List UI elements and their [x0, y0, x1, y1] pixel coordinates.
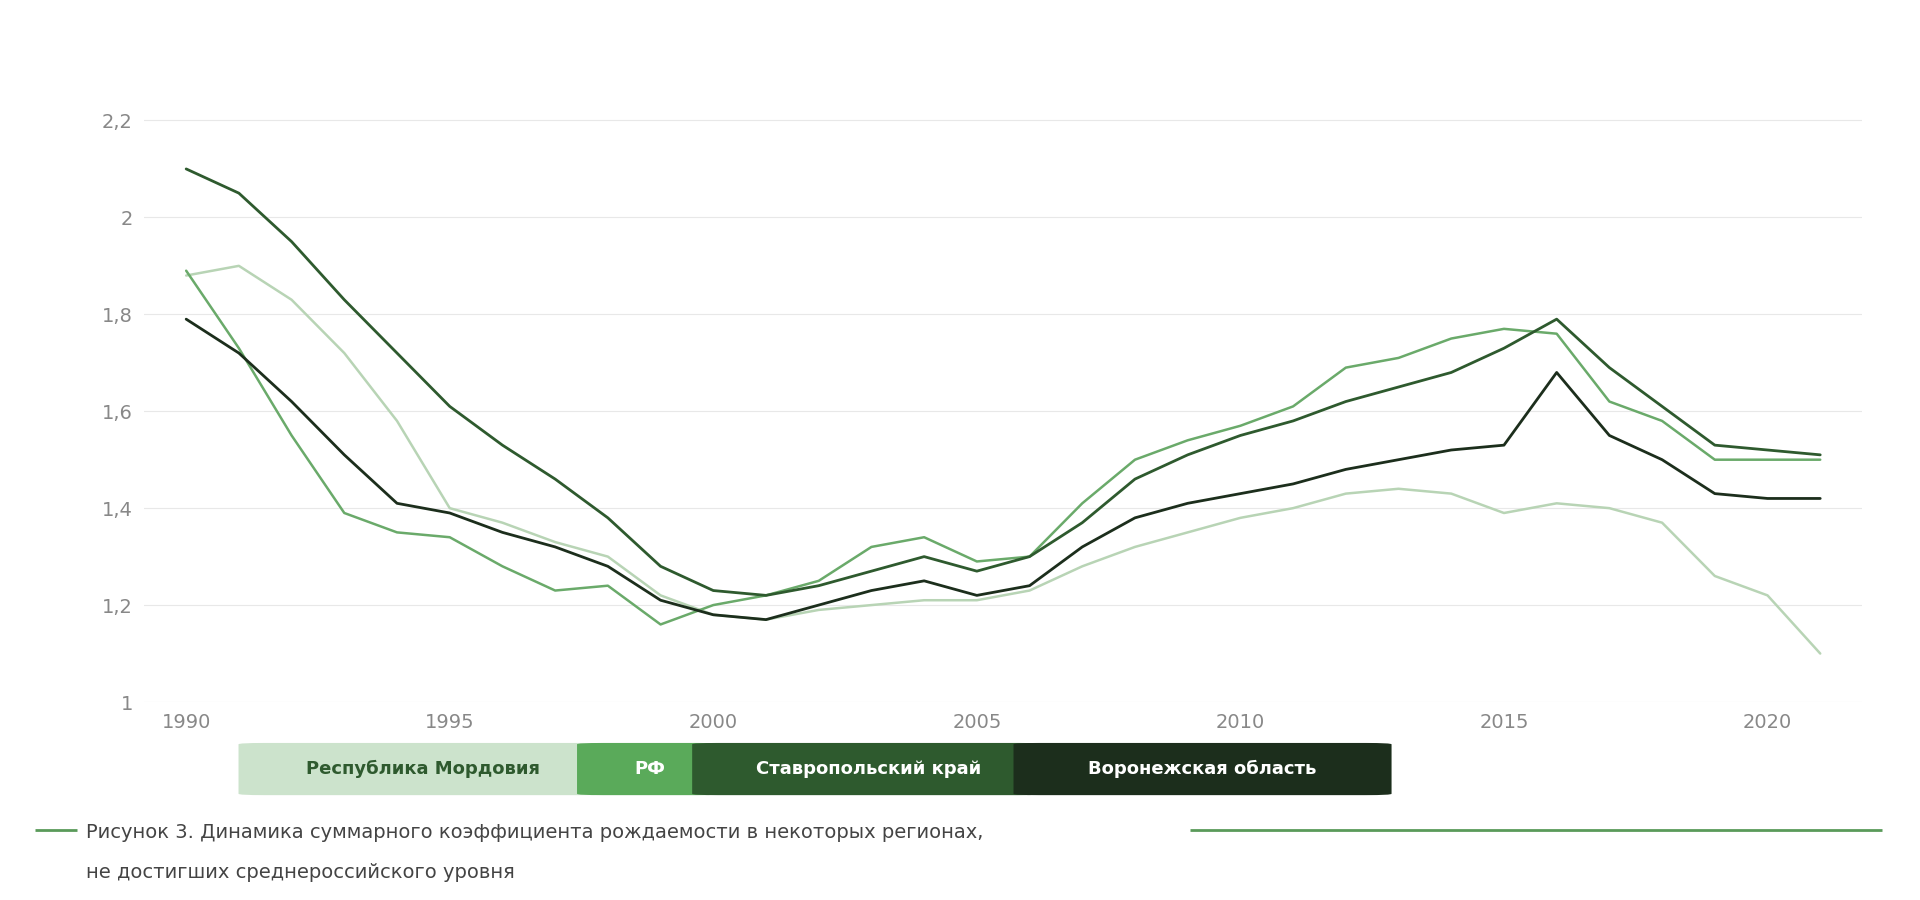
Text: Ставропольский край: Ставропольский край: [756, 760, 981, 778]
FancyBboxPatch shape: [1014, 743, 1392, 796]
Text: не достигших среднероссийского уровня: не достигших среднероссийского уровня: [86, 863, 515, 883]
Text: Республика Мордовия: Республика Мордовия: [307, 760, 540, 778]
Text: Воронежская область: Воронежская область: [1089, 760, 1317, 778]
Text: РФ: РФ: [636, 760, 666, 778]
FancyBboxPatch shape: [693, 743, 1044, 796]
FancyBboxPatch shape: [238, 743, 609, 796]
FancyBboxPatch shape: [578, 743, 724, 796]
Text: Рисунок 3. Динамика суммарного коэффициента рождаемости в некоторых регионах,: Рисунок 3. Динамика суммарного коэффицие…: [86, 823, 983, 842]
